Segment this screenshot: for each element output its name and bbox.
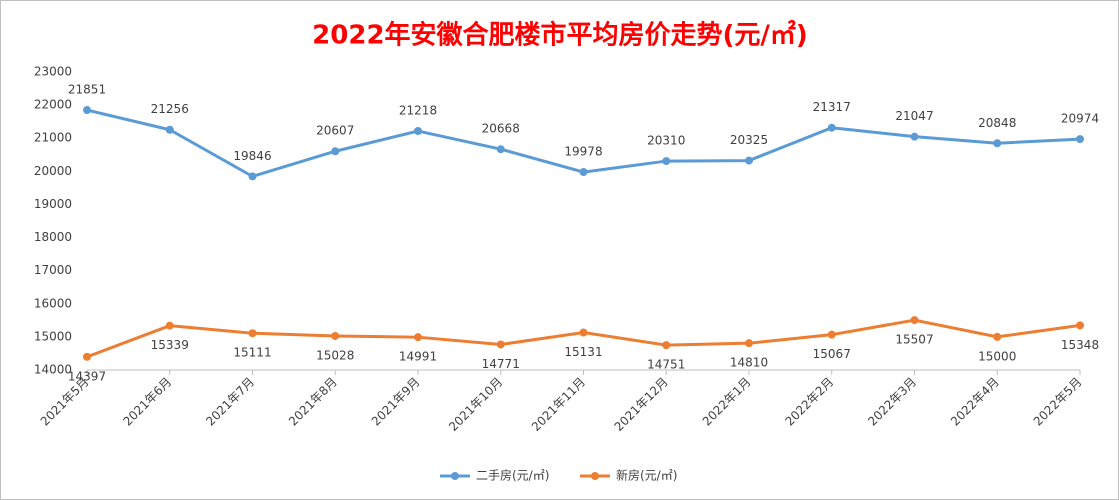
y-tick-label: 23000 <box>34 65 72 79</box>
data-label: 20310 <box>647 134 685 148</box>
point <box>910 316 919 325</box>
point <box>496 340 505 349</box>
data-label: 15000 <box>978 349 1016 363</box>
data-label: 14397 <box>68 369 106 383</box>
legend-label: 二手房(元/㎡) <box>476 468 549 483</box>
point <box>83 106 91 115</box>
point <box>993 332 1002 341</box>
point <box>827 330 836 339</box>
point <box>993 139 1002 148</box>
data-label: 15507 <box>895 333 933 347</box>
y-tick-label: 19000 <box>34 197 72 211</box>
data-label: 20668 <box>482 122 520 136</box>
data-label: 20325 <box>730 133 768 147</box>
point <box>579 168 588 177</box>
data-label: 15348 <box>1061 338 1099 352</box>
legend-label: 新房(元/㎡) <box>616 468 677 483</box>
data-label: 19846 <box>233 149 271 163</box>
point <box>414 127 422 136</box>
y-tick-label: 16000 <box>34 296 72 310</box>
point <box>910 132 919 141</box>
data-label: 15111 <box>233 346 271 360</box>
point <box>745 156 753 165</box>
y-tick-label: 22000 <box>34 98 72 112</box>
point <box>827 123 836 132</box>
point <box>165 125 174 134</box>
point <box>1076 321 1084 330</box>
y-tick-label: 14000 <box>34 363 72 377</box>
point <box>414 333 422 342</box>
y-tick-label: 21000 <box>34 131 72 145</box>
point <box>662 341 671 350</box>
data-label: 15131 <box>564 345 602 359</box>
data-label: 15067 <box>813 347 851 361</box>
point <box>248 329 257 338</box>
y-tick-label: 20000 <box>34 164 72 178</box>
data-label: 14810 <box>730 356 768 370</box>
data-label: 20607 <box>316 124 354 138</box>
point <box>579 328 588 337</box>
data-label: 21218 <box>399 104 437 118</box>
data-label: 21851 <box>68 83 106 97</box>
legend-marker <box>591 472 599 480</box>
point <box>331 147 340 156</box>
point <box>496 145 505 154</box>
point <box>331 331 340 340</box>
data-label: 15028 <box>316 348 354 362</box>
y-tick-label: 15000 <box>34 329 72 343</box>
data-label: 20974 <box>1061 112 1099 126</box>
point <box>745 339 753 348</box>
y-tick-label: 17000 <box>34 263 72 277</box>
data-label: 21317 <box>813 100 851 114</box>
legend-marker <box>451 472 459 480</box>
chart-title: 2022年安徽合肥楼市平均房价走势(元/㎡) <box>312 20 808 51</box>
data-label: 21256 <box>151 102 189 116</box>
data-label: 19978 <box>564 145 602 159</box>
point <box>1076 135 1084 144</box>
y-tick-label: 18000 <box>34 230 72 244</box>
point <box>248 172 257 181</box>
point <box>662 157 671 166</box>
data-label: 20848 <box>978 116 1016 130</box>
data-label: 14751 <box>647 358 685 372</box>
data-label: 14771 <box>482 357 520 371</box>
data-label: 21047 <box>895 109 933 123</box>
point <box>83 352 91 361</box>
data-label: 14991 <box>399 350 437 364</box>
data-label: 15339 <box>151 338 189 352</box>
point <box>165 321 174 330</box>
